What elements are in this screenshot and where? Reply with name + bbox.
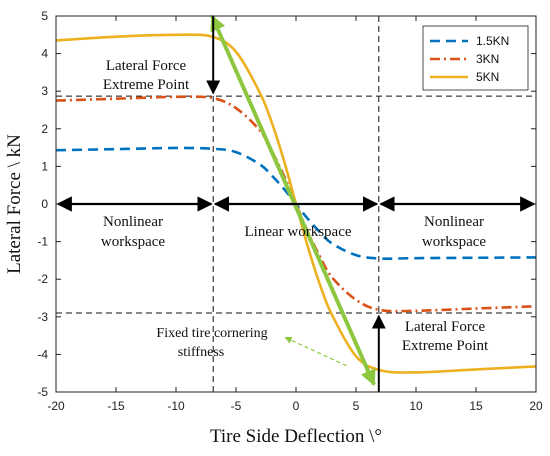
legend-box [422, 25, 529, 91]
series-line-3KN [55, 95, 537, 313]
x-tick-label: 15 [469, 399, 483, 413]
y-tick-label: -5 [37, 385, 48, 399]
x-tick-label: 0 [293, 399, 300, 413]
x-tick-label: -5 [231, 399, 242, 413]
y-tick-label: 0 [41, 197, 48, 211]
nonlinear-right-label-1: Nonlinear [424, 214, 484, 230]
stiffness-label-1: Fixed tire cornering [156, 326, 267, 341]
legend: 1.5KN 3KN 5KN [422, 25, 529, 91]
y-tick-label: -2 [37, 272, 48, 286]
y-tick-label: -1 [37, 235, 48, 249]
stiffness-label-2: stiffness [178, 345, 224, 360]
y-tick-label: 3 [41, 84, 48, 98]
extreme-arrows [206, 16, 386, 392]
extreme-top-label-1: Lateral Force [106, 58, 187, 74]
extreme-bottom-label-2: Extreme Point [402, 338, 489, 354]
y-tick-label: 4 [41, 47, 48, 61]
y-tick-label: 2 [41, 122, 48, 136]
linear-label: Linear workspace [244, 224, 351, 240]
x-tick-label: 20 [529, 399, 543, 413]
x-tick-label: -10 [167, 399, 185, 413]
y-tick-label: -4 [37, 347, 48, 361]
nonlinear-left-label-1: Nonlinear [103, 214, 163, 230]
nonlinear-left-label-2: workspace [101, 234, 165, 250]
nonlinear-right-label-2: workspace [422, 234, 486, 250]
y-tick-label: -3 [37, 310, 48, 324]
y-axis-label: Lateral Force \ kN [4, 134, 25, 274]
x-tick-label: -15 [107, 399, 125, 413]
x-axis-label: Tire Side Deflection \° [210, 426, 382, 447]
x-tick-label: -20 [47, 399, 65, 413]
y-tick-label: 1 [41, 159, 48, 173]
x-tick-label: 10 [409, 399, 423, 413]
stiffness-pointer-arrow [284, 336, 347, 367]
legend-label-5kn: 5KN [476, 70, 499, 84]
x-tick-label: 5 [353, 399, 360, 413]
extreme-bottom-label-1: Lateral Force [405, 319, 486, 335]
y-tick-label: 5 [41, 9, 48, 23]
extreme-top-label-2: Extreme Point [103, 77, 190, 93]
legend-label-1-5kn: 1.5KN [476, 34, 509, 48]
legend-label-3kn: 3KN [476, 52, 499, 66]
